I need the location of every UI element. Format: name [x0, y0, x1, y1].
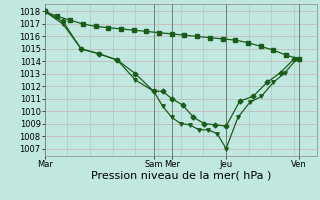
X-axis label: Pression niveau de la mer( hPa ): Pression niveau de la mer( hPa ) — [91, 171, 271, 181]
